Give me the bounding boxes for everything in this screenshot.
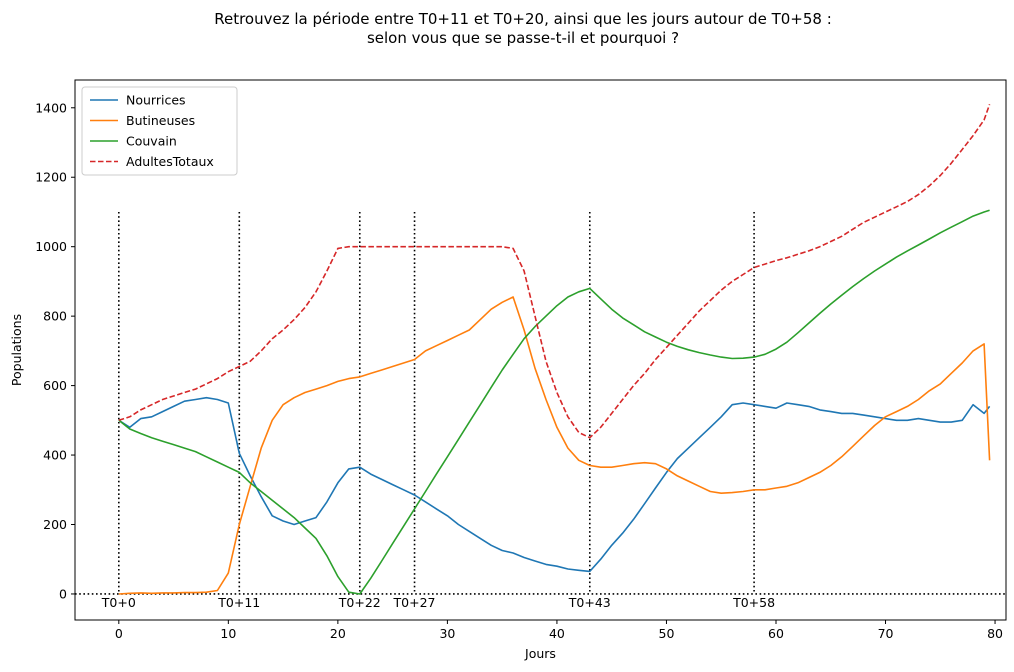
vline-label: T0+11 bbox=[217, 595, 260, 610]
vline-label: T0+27 bbox=[393, 595, 436, 610]
y-tick-label: 200 bbox=[43, 517, 67, 532]
y-axis-ticks: 0 200 400 600 800 1000 1200 1400 bbox=[35, 100, 75, 601]
chart-title: Retrouvez la période entre T0+11 et T0+2… bbox=[0, 10, 1014, 48]
x-tick-label: 20 bbox=[330, 626, 346, 641]
vertical-marker-labels: T0+0 T0+11 T0+22 T0+27 T0+43 T0+58 bbox=[101, 595, 775, 610]
y-tick-label: 1200 bbox=[35, 170, 67, 185]
x-axis-ticks: 0 10 20 30 40 50 60 70 80 bbox=[115, 620, 1003, 641]
y-tick-label: 1400 bbox=[35, 100, 67, 115]
vertical-markers bbox=[118, 211, 755, 594]
chart-title-line-1: Retrouvez la période entre T0+11 et T0+2… bbox=[214, 10, 832, 28]
y-axis-label: Populations bbox=[9, 314, 24, 386]
y-tick-label: 1000 bbox=[35, 239, 67, 254]
x-tick-label: 40 bbox=[549, 626, 565, 641]
x-tick-label: 60 bbox=[768, 626, 784, 641]
legend: Nourrices Butineuses Couvain AdultesTotaux bbox=[81, 86, 238, 176]
y-tick-label: 0 bbox=[59, 586, 67, 601]
x-tick-label: 50 bbox=[659, 626, 675, 641]
legend-label-couvain: Couvain bbox=[126, 134, 177, 149]
x-tick-label: 80 bbox=[987, 626, 1003, 641]
chart-title-line-2: selon vous que se passe-t-il et pourquoi… bbox=[366, 29, 680, 47]
series-line-adultestotaux bbox=[118, 104, 991, 439]
vline-label: T0+43 bbox=[568, 595, 611, 610]
legend-label-adultestotaux: AdultesTotaux bbox=[126, 154, 214, 169]
vline-label: T0+0 bbox=[101, 595, 136, 610]
series-line-butineuses bbox=[118, 296, 991, 595]
x-axis-label: Jours bbox=[524, 646, 556, 661]
y-tick-label: 400 bbox=[43, 448, 67, 463]
x-tick-label: 10 bbox=[220, 626, 236, 641]
series-lines bbox=[118, 104, 991, 595]
y-tick-label: 600 bbox=[43, 378, 67, 393]
legend-label-butineuses: Butineuses bbox=[126, 113, 195, 128]
legend-label-nourrices: Nourrices bbox=[126, 93, 186, 108]
x-tick-label: 30 bbox=[439, 626, 455, 641]
vline-label: T0+58 bbox=[732, 595, 775, 610]
x-tick-label: 0 bbox=[115, 626, 123, 641]
plot-frame bbox=[74, 79, 1007, 621]
vline-label: T0+22 bbox=[338, 595, 381, 610]
x-tick-label: 70 bbox=[878, 626, 894, 641]
series-line-couvain bbox=[118, 209, 990, 595]
series-line-nourrices bbox=[118, 396, 991, 573]
y-tick-label: 800 bbox=[43, 309, 67, 324]
legend-box bbox=[81, 86, 238, 176]
